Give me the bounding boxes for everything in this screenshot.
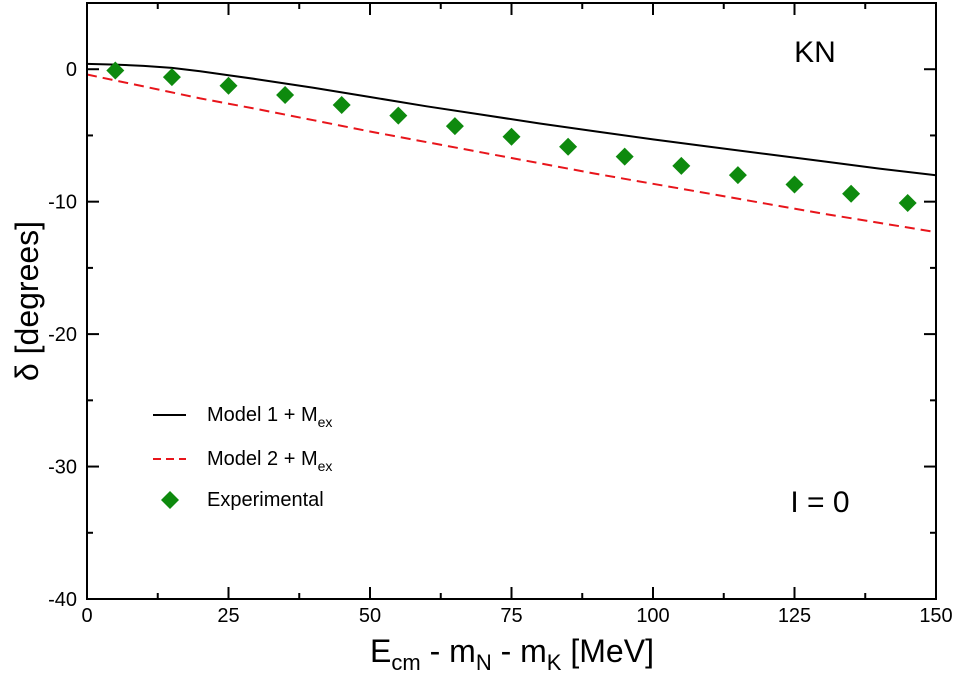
tick-labels: 0 25 50 75 100 125 150 0 -10 -20 -30 -40	[48, 59, 953, 627]
x-tick-label: 125	[778, 605, 811, 627]
experimental-point	[615, 147, 634, 166]
experimental-point	[445, 117, 464, 136]
y-tick-label: -20	[48, 324, 77, 346]
x-axis-label: Ecm - mN - mK [MeV]	[370, 633, 654, 675]
model-1-line	[86, 62, 937, 177]
legend-label-experimental: Experimental	[207, 489, 324, 511]
legend-swatch-experimental	[161, 491, 179, 509]
legend-label-model-2: Model 2 + Mex	[207, 448, 332, 474]
plot-frame	[86, 2, 937, 600]
experimental-point	[219, 76, 238, 95]
experimental-point	[559, 137, 578, 156]
experimental-point	[728, 166, 747, 185]
y-tick-label: -30	[48, 457, 77, 479]
series-layer	[86, 61, 937, 234]
y-axis-label: δ [degrees]	[9, 221, 45, 381]
legend: Model 1 + Mex Model 2 + Mex Experimental	[153, 404, 332, 511]
x-tick-label: 100	[636, 605, 669, 627]
x-tick-label: 150	[919, 605, 952, 627]
experimental-point	[162, 68, 181, 87]
experimental-point	[842, 184, 861, 203]
legend-label-model-1: Model 1 + Mex	[207, 404, 332, 430]
experimental-point	[106, 61, 125, 80]
experimental-point	[502, 127, 521, 146]
y-tick-label: -10	[48, 192, 77, 214]
experimental-point	[672, 156, 691, 175]
experimental-point	[898, 193, 917, 212]
annotation-kn: KN	[794, 36, 836, 69]
y-tick-label: -40	[48, 589, 77, 611]
experimental-point	[276, 86, 295, 105]
x-tick-label: 25	[217, 605, 239, 627]
experimental-point	[785, 175, 804, 194]
annotation-isospin: I = 0	[790, 486, 849, 519]
experimental-point	[389, 106, 408, 125]
model-2-line	[86, 73, 937, 234]
x-tick-label: 50	[359, 605, 381, 627]
y-tick-label: 0	[66, 59, 77, 81]
x-tick-label: 0	[81, 605, 92, 627]
x-tick-label: 75	[500, 605, 522, 627]
experimental-point	[332, 95, 351, 114]
